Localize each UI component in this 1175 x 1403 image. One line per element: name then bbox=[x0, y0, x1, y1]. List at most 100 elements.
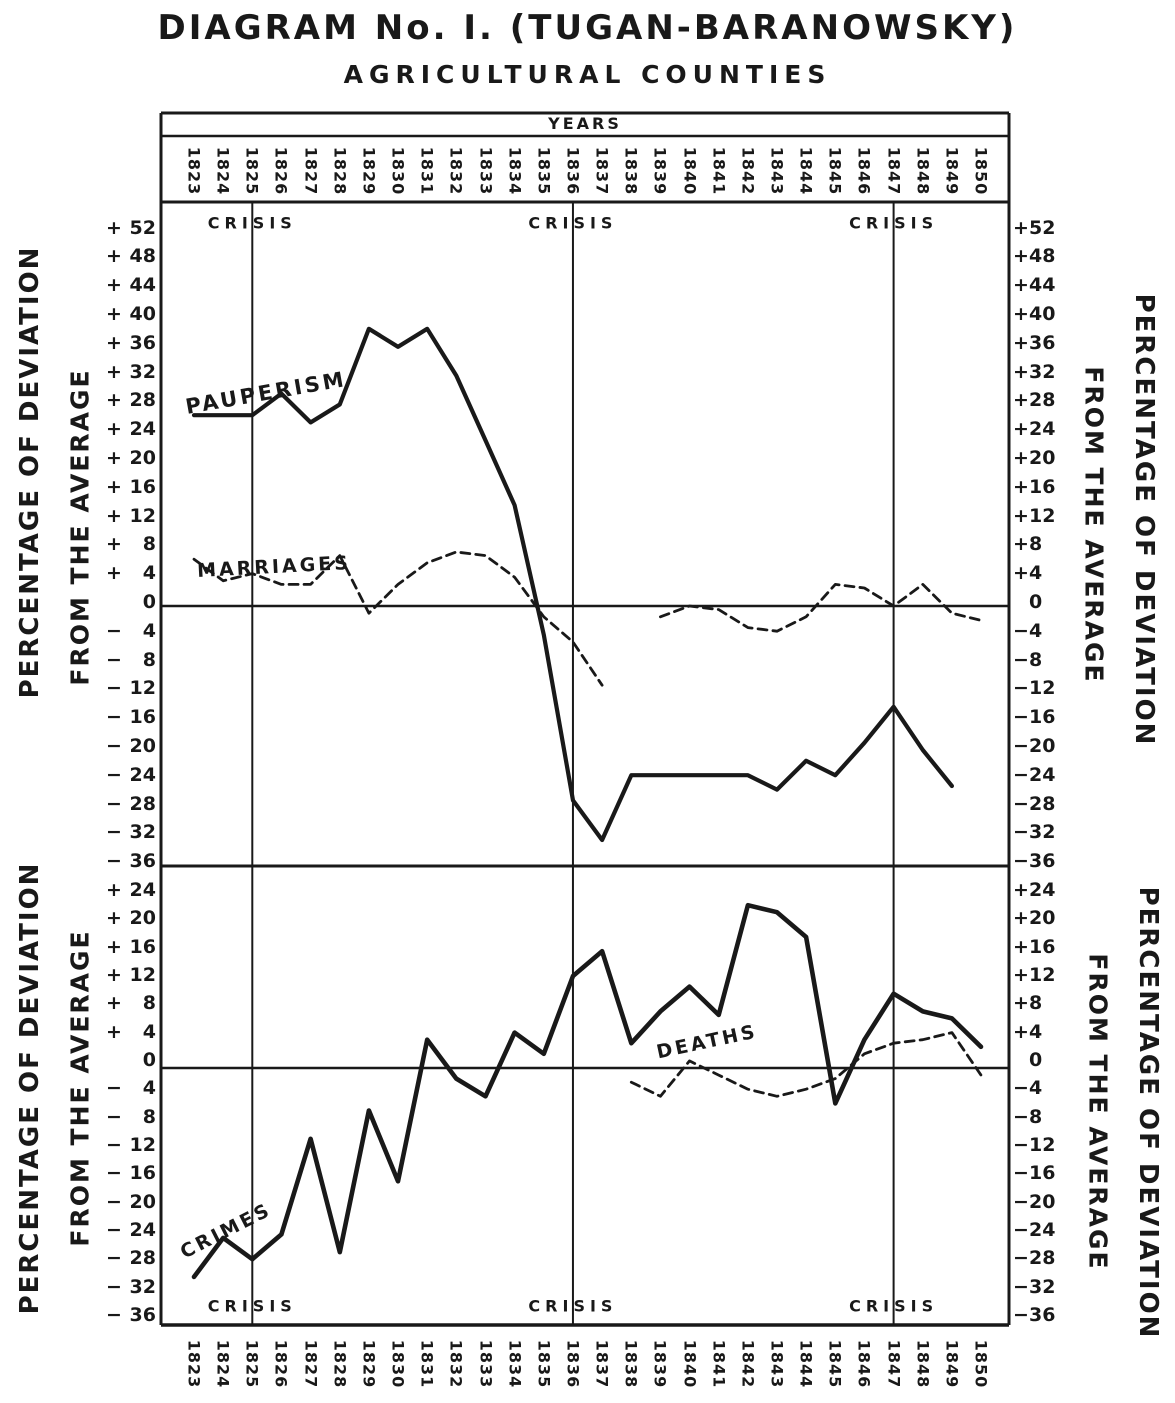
y-tick-label: 0 bbox=[1013, 590, 1067, 614]
y-tick-label: +16 bbox=[106, 935, 156, 959]
tick-sign: + bbox=[106, 907, 122, 930]
tick-number: 8 bbox=[142, 533, 156, 556]
tick-number: 4 bbox=[1029, 619, 1043, 642]
tick-sign: + bbox=[106, 992, 122, 1015]
year-label: 1827 bbox=[301, 146, 321, 196]
y-tick-label: +48 bbox=[106, 244, 156, 268]
tick-sign: − bbox=[106, 1303, 122, 1326]
y-tick-label: +12 bbox=[106, 963, 156, 987]
y-tick-label: −36 bbox=[1013, 1303, 1067, 1327]
tick-number: 36 bbox=[129, 331, 156, 354]
year-label: 1849 bbox=[942, 146, 962, 196]
tick-number: 36 bbox=[129, 1303, 156, 1326]
tick-number: 28 bbox=[129, 1247, 156, 1270]
y-tick-label: +4 bbox=[1013, 1020, 1067, 1044]
tick-number: 24 bbox=[129, 879, 156, 902]
axis-title-lower-left-inner: FROM THE AVERAGE bbox=[65, 929, 95, 1247]
tick-sign: + bbox=[1013, 475, 1029, 498]
y-tick-label: +20 bbox=[1013, 906, 1067, 930]
tick-number: 4 bbox=[142, 619, 156, 642]
axis-title-upper-right-outer: PERCENTAGE OF DEVIATION bbox=[1129, 293, 1159, 747]
y-tick-label: +4 bbox=[106, 1020, 156, 1044]
year-label: 1843 bbox=[767, 1339, 787, 1389]
year-label: 1826 bbox=[271, 146, 291, 196]
year-label: 1848 bbox=[913, 1339, 933, 1389]
tick-sign: + bbox=[1013, 907, 1029, 930]
y-tick-label: +20 bbox=[1013, 446, 1067, 470]
year-label: 1848 bbox=[913, 146, 933, 196]
crisis-label: CRISIS bbox=[207, 1296, 297, 1316]
tick-number: 32 bbox=[129, 360, 156, 383]
tick-number: 12 bbox=[1029, 1133, 1056, 1156]
tick-number: 20 bbox=[129, 1190, 156, 1213]
year-label: 1837 bbox=[592, 1339, 612, 1389]
y-tick-label: −28 bbox=[106, 1246, 156, 1270]
tick-number: 24 bbox=[1029, 879, 1056, 902]
year-label: 1846 bbox=[854, 1339, 874, 1389]
upper-chart-left-axis: +52 +48 +44 +40 +36 +32 +28 +24 +20 +16 +12 +8 +4 0−4… bbox=[106, 0, 156, 1403]
tick-sign: + bbox=[106, 303, 122, 325]
tick-number: 24 bbox=[129, 1218, 156, 1241]
tick-sign: − bbox=[106, 1275, 122, 1298]
tick-sign: − bbox=[106, 1190, 122, 1213]
y-tick-label: −4 bbox=[106, 619, 156, 643]
tick-sign: + bbox=[1013, 360, 1029, 383]
tick-sign: + bbox=[106, 331, 122, 354]
y-tick-label: −12 bbox=[106, 676, 156, 700]
y-tick-label: +40 bbox=[106, 302, 156, 326]
tick-sign: + bbox=[1013, 1020, 1029, 1043]
y-tick-label: −36 bbox=[1013, 849, 1067, 873]
tick-sign: + bbox=[106, 879, 122, 902]
year-label: 1842 bbox=[738, 1339, 758, 1389]
y-tick-label: −8 bbox=[106, 1105, 156, 1129]
tick-number: 12 bbox=[1029, 964, 1056, 987]
y-tick-label: +4 bbox=[106, 561, 156, 585]
y-tick-label: −24 bbox=[1013, 763, 1067, 787]
tick-number: 16 bbox=[129, 935, 156, 958]
y-tick-label: +44 bbox=[1013, 273, 1067, 297]
y-tick-label: +8 bbox=[1013, 991, 1067, 1015]
tick-sign: − bbox=[106, 619, 122, 642]
tick-number: 8 bbox=[142, 648, 156, 671]
y-tick-label: −24 bbox=[106, 1218, 156, 1242]
tick-number: 20 bbox=[129, 907, 156, 930]
tick-number: 4 bbox=[142, 1020, 156, 1043]
year-label: 1845 bbox=[825, 1339, 845, 1389]
y-tick-label: −32 bbox=[1013, 820, 1067, 844]
y-tick-label: −16 bbox=[1013, 705, 1067, 729]
tick-sign: + bbox=[1013, 303, 1029, 325]
y-tick-label: −32 bbox=[106, 1275, 156, 1299]
y-tick-label: −28 bbox=[106, 792, 156, 816]
tick-number: 32 bbox=[1029, 1275, 1056, 1298]
tick-sign: + bbox=[1013, 331, 1029, 354]
tick-sign: − bbox=[1013, 1162, 1029, 1185]
y-tick-label: +4 bbox=[1013, 561, 1067, 585]
y-tick-label: +24 bbox=[106, 878, 156, 902]
y-tick-label: +8 bbox=[106, 532, 156, 556]
y-tick-label: 0 bbox=[1013, 1048, 1067, 1072]
tick-sign: − bbox=[106, 763, 122, 786]
tick-sign: − bbox=[1013, 1218, 1029, 1241]
tick-number: 36 bbox=[1029, 331, 1056, 354]
y-tick-label: −16 bbox=[106, 1161, 156, 1185]
tick-number: 8 bbox=[142, 1105, 156, 1128]
tick-sign: + bbox=[106, 245, 122, 268]
tick-number: 48 bbox=[129, 245, 156, 268]
y-tick-label: +28 bbox=[1013, 388, 1067, 412]
tick-sign: − bbox=[1013, 821, 1029, 844]
crisis-label: CRISIS bbox=[528, 1296, 618, 1316]
y-tick-label: −36 bbox=[106, 1303, 156, 1327]
year-label: 1844 bbox=[796, 1339, 816, 1389]
tick-number: 4 bbox=[1029, 562, 1043, 585]
tick-sign: + bbox=[106, 447, 122, 469]
tick-number: 8 bbox=[1029, 992, 1043, 1015]
tick-sign: + bbox=[106, 389, 122, 412]
year-label: 1840 bbox=[680, 146, 700, 196]
tick-number: 20 bbox=[129, 735, 156, 757]
tick-number: 36 bbox=[129, 850, 156, 873]
pauperism-series-line bbox=[191, 326, 954, 843]
y-tick-label: +24 bbox=[106, 417, 156, 441]
y-tick-label: −28 bbox=[1013, 1246, 1067, 1270]
tick-number: 12 bbox=[1029, 677, 1056, 700]
year-label: 1831 bbox=[417, 146, 437, 196]
